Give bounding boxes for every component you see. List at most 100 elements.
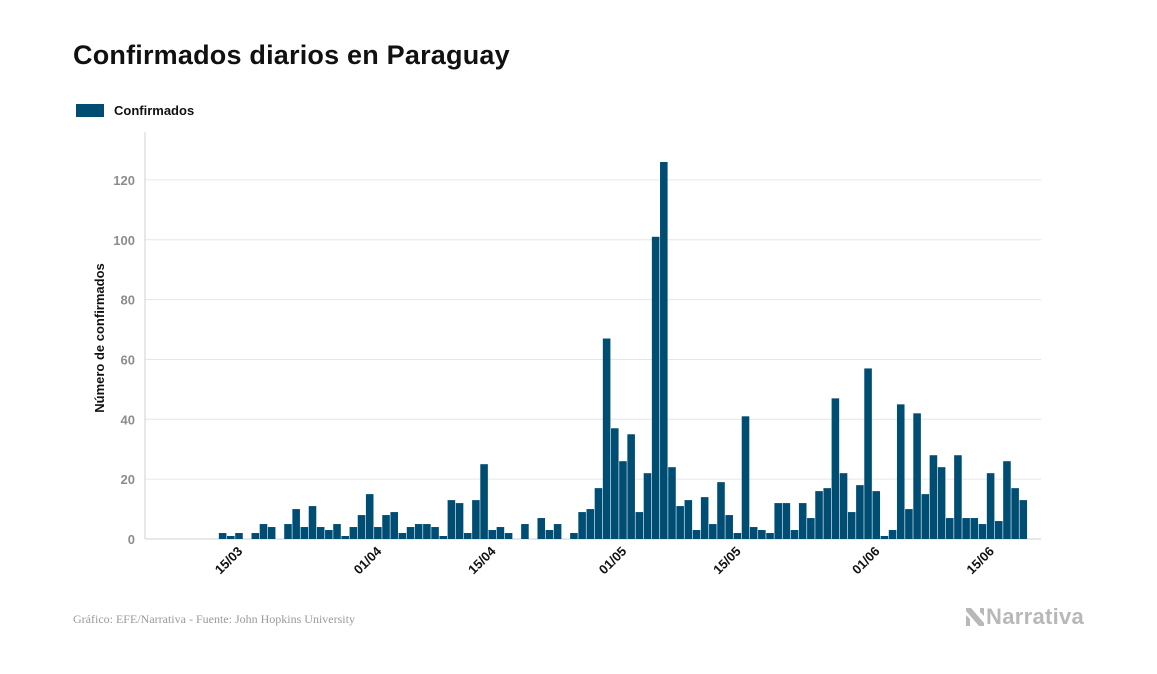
bar [333, 524, 341, 539]
y-tick-label: 80 [121, 293, 135, 308]
bar [692, 530, 701, 539]
bar [847, 512, 856, 539]
bar [815, 491, 823, 539]
gridlines [145, 179, 1041, 540]
legend: Confirmados [76, 103, 194, 118]
bar [823, 488, 831, 539]
bar [611, 428, 619, 539]
y-tick-label: 20 [121, 472, 135, 487]
bar [766, 533, 774, 539]
bar [635, 512, 644, 539]
bar [627, 434, 635, 539]
bar [954, 455, 962, 539]
bar [218, 533, 227, 539]
bar [504, 533, 513, 539]
bar [521, 524, 529, 539]
bar [602, 338, 611, 539]
bar [349, 527, 358, 539]
bar [782, 503, 791, 539]
bar [717, 482, 725, 539]
bar [651, 236, 660, 539]
bar [570, 533, 578, 539]
bar [790, 530, 799, 539]
bar [235, 533, 243, 539]
bar [774, 503, 782, 539]
bar [676, 506, 684, 539]
x-axis-ticks: 15/03 01/04 15/04 01/05 15/05 01/06 15/06 [212, 543, 997, 577]
bar [831, 398, 840, 539]
bar [1019, 500, 1028, 539]
bar [880, 536, 889, 539]
bar [798, 503, 807, 539]
bar [414, 524, 423, 539]
bar [749, 527, 758, 539]
bar [472, 500, 480, 539]
bar [888, 530, 897, 539]
bar [643, 473, 652, 539]
bar [619, 461, 627, 539]
bar [447, 500, 456, 539]
x-tick-label: 01/06 [849, 544, 883, 578]
chart-title: Confirmados diarios en Paraguay [73, 40, 510, 70]
bar [325, 530, 333, 539]
bar [423, 524, 431, 539]
bar [390, 512, 398, 539]
bar [921, 494, 930, 539]
bar [929, 455, 938, 539]
bar [725, 515, 733, 539]
bar [374, 527, 382, 539]
x-tick-label: 01/04 [351, 543, 385, 577]
bar [365, 494, 374, 539]
bar [978, 524, 987, 539]
bar [758, 530, 766, 539]
bar [741, 416, 750, 539]
bar [905, 509, 913, 539]
bar [872, 491, 881, 539]
bar [398, 533, 407, 539]
bar [463, 533, 472, 539]
bars [218, 161, 1028, 539]
y-axis-label: Número de confirmados [92, 263, 107, 413]
bar [839, 473, 848, 539]
bar [284, 524, 292, 539]
x-tick-label: 15/06 [963, 544, 997, 578]
brand-name: Narrativa [986, 604, 1085, 629]
bar [856, 485, 864, 539]
bar [455, 503, 464, 539]
bar [227, 536, 235, 539]
bar [896, 404, 905, 539]
bar [308, 506, 317, 539]
bar [341, 536, 349, 539]
bar [480, 464, 488, 539]
bar [995, 521, 1003, 539]
legend-label: Confirmados [114, 103, 195, 118]
bar [586, 509, 595, 539]
y-tick-label: 0 [128, 532, 135, 547]
bar [807, 518, 815, 539]
bar [986, 473, 995, 539]
bar [496, 527, 505, 539]
bar [970, 518, 979, 539]
bar [1003, 461, 1011, 539]
y-tick-label: 60 [121, 352, 135, 367]
bar [382, 515, 390, 539]
y-tick-label: 120 [113, 173, 135, 188]
bar [406, 527, 415, 539]
bar [684, 500, 693, 539]
bar [864, 368, 872, 539]
narrativa-logo-icon [966, 608, 984, 626]
bar [668, 467, 676, 539]
bar [357, 515, 366, 539]
y-axis-ticks: 0 20 40 60 80 100 120 [113, 173, 135, 547]
x-tick-label: 15/05 [710, 544, 744, 578]
bar [1011, 488, 1019, 539]
bar [537, 518, 546, 539]
bar [545, 530, 554, 539]
y-tick-label: 40 [121, 412, 135, 427]
bar [259, 524, 268, 539]
bar [937, 467, 946, 539]
brand-logo: Narrativa [964, 604, 1084, 630]
bar [913, 413, 921, 539]
bar [267, 527, 276, 539]
bar [733, 533, 742, 539]
